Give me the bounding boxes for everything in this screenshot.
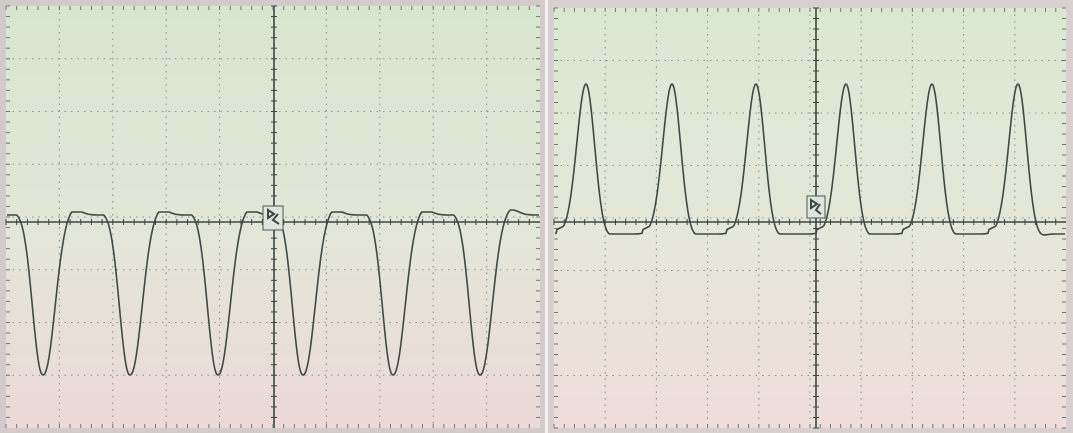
image-divider: [545, 0, 548, 433]
right-oscilloscope-display: [548, 0, 1073, 433]
graticule: [553, 7, 1066, 429]
trigger-marker: [806, 195, 826, 219]
left-oscilloscope-display: [0, 0, 545, 433]
right-oscilloscope-screen: [548, 0, 1073, 433]
left-oscilloscope-screen: [0, 0, 545, 433]
trigger-marker: [262, 205, 284, 231]
waveform-trace: [554, 83, 1065, 236]
